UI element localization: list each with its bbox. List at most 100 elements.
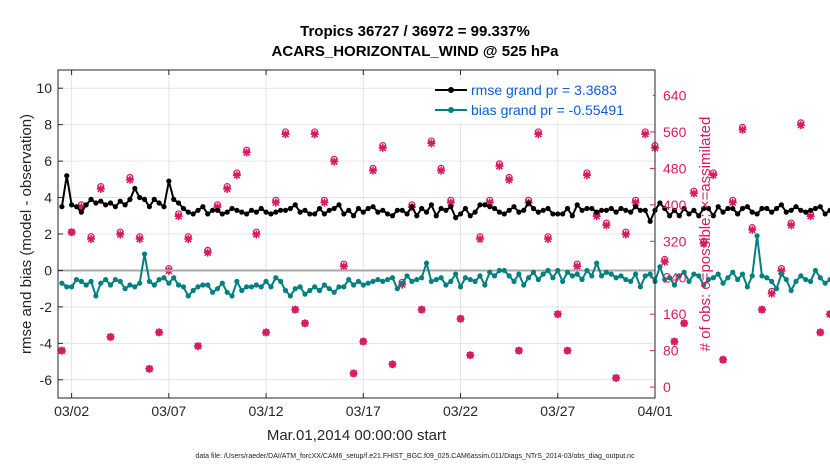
axes: 03/02 03/07 03/12 03/17 03/22 03/27 04/01 -6 -4 -… <box>18 69 714 444</box>
bias-point <box>764 275 770 281</box>
obs-assimilated-point <box>135 235 144 244</box>
rmse-point <box>209 207 216 213</box>
rmse-point <box>642 207 648 213</box>
obs-assimilated-point <box>388 360 397 369</box>
bias-point <box>98 280 104 286</box>
rmse-point <box>268 211 274 217</box>
rmse-point <box>175 200 182 206</box>
bias-point <box>530 269 537 275</box>
y2-tick-label: 240 <box>663 270 687 286</box>
bias-point <box>783 276 789 283</box>
rmse-point <box>137 194 143 201</box>
obs-assimilated-point <box>145 364 154 373</box>
obs-assimilated-point <box>592 212 601 221</box>
obs-assimilated-point <box>748 225 757 234</box>
bias-point <box>69 284 75 290</box>
bias-point <box>419 275 425 281</box>
bias-point <box>637 284 644 290</box>
rmse-point <box>200 204 206 210</box>
rmse-point <box>730 205 736 212</box>
bias-point <box>171 275 177 281</box>
rmse-point <box>234 207 240 213</box>
bias-point <box>701 282 707 288</box>
rmse-point <box>321 211 328 217</box>
rmse-point <box>316 205 323 212</box>
y-tick-label: -2 <box>40 299 53 315</box>
rmse-point <box>428 202 434 208</box>
rmse-point <box>127 196 133 202</box>
rmse-point <box>754 211 760 217</box>
bias-point <box>487 269 493 275</box>
chart-title-line2: ACARS_HORIZONTAL_WIND @ 525 hPa <box>271 43 559 60</box>
y2-tick-label: 160 <box>663 306 687 322</box>
obs-assimilated-point <box>427 139 436 148</box>
bias-point <box>496 267 503 274</box>
obs-assimilated-point <box>796 121 805 130</box>
x-tick-label: 03/17 <box>346 403 381 419</box>
bias-point <box>448 278 454 284</box>
bias-point <box>584 267 590 274</box>
bias-point <box>691 271 697 277</box>
chart-title-line1: Tropics 36727 / 36972 = 99.337% <box>300 23 530 40</box>
rmse-point <box>530 205 537 212</box>
legend-label: rmse grand pr = 3.3683 <box>471 82 617 98</box>
obs-assimilated-point <box>125 175 134 184</box>
bias-point <box>623 276 629 283</box>
obs-assimilated-point <box>612 373 621 382</box>
obs-assimilated-point <box>446 198 455 207</box>
rmse-point <box>827 207 830 213</box>
rmse-point <box>472 209 478 215</box>
bias-point <box>146 278 152 284</box>
bias-point <box>287 293 293 299</box>
rmse-point <box>224 209 230 215</box>
rmse-point <box>414 213 420 219</box>
bias-point <box>506 273 512 279</box>
bias-point <box>141 251 148 257</box>
obs-assimilated-point <box>349 369 358 378</box>
bias-point <box>730 269 736 275</box>
bias-point <box>404 273 410 279</box>
bias-point <box>268 284 274 290</box>
bias-point <box>793 278 799 284</box>
rmse-point <box>535 209 541 215</box>
rmse-point <box>701 205 707 212</box>
bias-point <box>59 280 65 286</box>
obs-assimilated-point <box>689 189 698 198</box>
bias-point <box>433 276 439 283</box>
bias-point <box>438 275 444 281</box>
rmse-point <box>404 211 410 217</box>
bias-point <box>185 293 191 299</box>
rmse-point <box>258 205 264 212</box>
rmse-point <box>73 204 80 210</box>
bias-point <box>594 260 600 266</box>
y2-tick-label: 560 <box>663 124 687 140</box>
bias-point <box>754 233 760 239</box>
y-tick-label: 8 <box>44 117 52 133</box>
rmse-point <box>589 205 595 212</box>
rmse-point <box>365 205 371 212</box>
bias-point <box>214 286 221 292</box>
rmse-point <box>307 211 313 217</box>
bias-point <box>107 282 114 288</box>
bias-point <box>462 275 468 281</box>
bias-point <box>258 284 264 290</box>
bias-point <box>803 276 809 283</box>
bias-point <box>316 287 323 294</box>
obs-assimilated-point <box>534 130 543 139</box>
rmse-point <box>467 213 473 219</box>
rmse-point <box>219 211 225 217</box>
rmse-point <box>112 204 118 210</box>
y2-tick-label: 640 <box>663 88 687 104</box>
rmse-point <box>613 209 619 215</box>
rmse-point <box>331 205 337 212</box>
rmse-point <box>292 202 298 208</box>
bias-point <box>297 284 303 290</box>
rmse-point <box>569 213 575 219</box>
rmse-point <box>647 218 653 224</box>
bias-point <box>88 278 94 284</box>
bias-point <box>598 273 605 279</box>
rmse-point <box>253 209 259 215</box>
rmse-point <box>676 213 682 219</box>
bias-point <box>725 275 731 281</box>
rmse-point <box>710 213 716 219</box>
